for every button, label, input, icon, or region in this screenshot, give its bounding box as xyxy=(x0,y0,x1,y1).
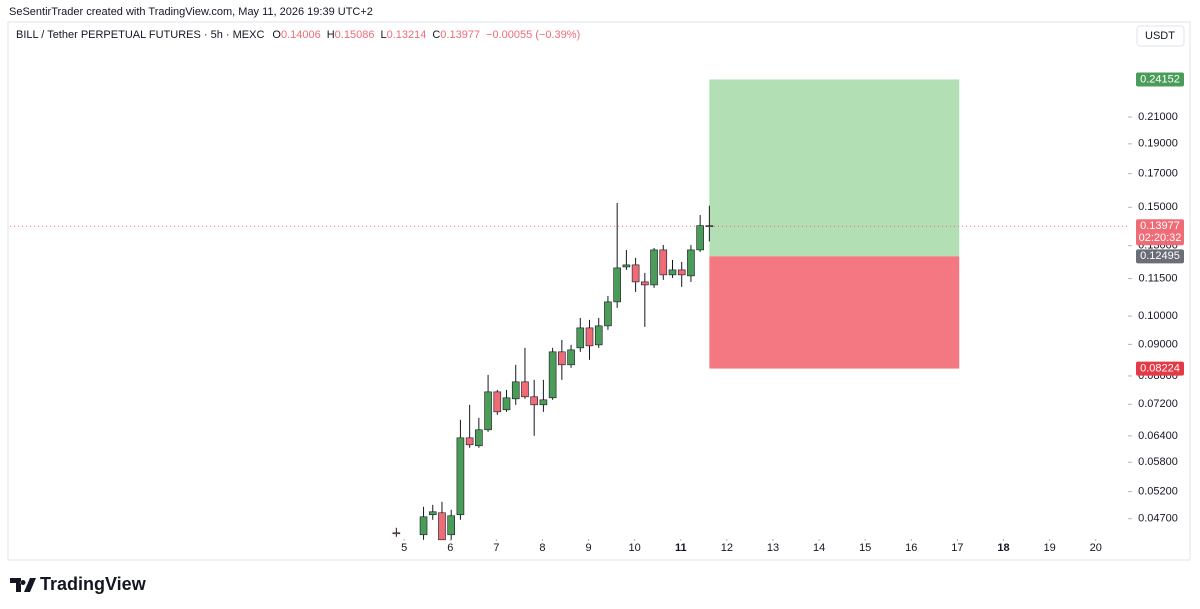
stop-label-box xyxy=(1136,361,1184,376)
candle-body xyxy=(641,281,649,286)
candle-body xyxy=(650,249,658,286)
legend-value: 0.13214 xyxy=(387,29,427,41)
currency: USDT xyxy=(1145,30,1175,42)
candle-body xyxy=(484,391,492,431)
entry-label: 0.12495 xyxy=(1140,250,1180,262)
y-tick-label: 0.15000 xyxy=(1138,201,1178,213)
x-tick-label: 9 xyxy=(586,542,592,554)
position-layer xyxy=(10,79,1128,369)
y-tick-label: 0.05200 xyxy=(1138,485,1178,497)
candle-body xyxy=(558,351,566,366)
y-tick-label: 0.05800 xyxy=(1138,456,1178,468)
x-tick-label: 13 xyxy=(767,542,779,554)
target-zone[interactable] xyxy=(709,79,960,257)
y-tick-label: 0.06400 xyxy=(1138,430,1178,442)
x-tick-label: 5 xyxy=(401,542,407,554)
legend[interactable]: BILL / Tether PERPETUAL FUTURES · 5h · M… xyxy=(16,29,580,41)
legend-value: 0.15086 xyxy=(335,29,375,41)
y-tick-label: 0.11500 xyxy=(1139,272,1178,284)
candle-body xyxy=(631,264,640,283)
x-tick-label: 10 xyxy=(629,542,641,554)
candle-body xyxy=(668,269,677,276)
x-tick-label: 18 xyxy=(997,542,1009,554)
currency-box[interactable] xyxy=(1136,25,1185,47)
candle-body xyxy=(696,225,704,251)
candle-body xyxy=(392,532,401,535)
x-tick-label: 7 xyxy=(493,542,499,554)
candle-body xyxy=(659,249,668,276)
candle-body xyxy=(475,429,483,447)
x-tick-label: 20 xyxy=(1090,542,1102,554)
legend-value: 0.14006 xyxy=(281,29,321,41)
stop-zone[interactable] xyxy=(709,256,960,369)
target-label: 0.24152 xyxy=(1140,73,1180,85)
candle-body xyxy=(594,325,603,346)
y-tick-label: 0.10000 xyxy=(1138,310,1178,322)
candle-body xyxy=(539,399,548,406)
x-tick-label: 16 xyxy=(905,542,917,554)
candle-body xyxy=(604,301,612,327)
legend-key: C xyxy=(432,29,440,41)
entry-label-box xyxy=(1136,249,1184,264)
candle-body xyxy=(622,264,631,268)
candle-body xyxy=(465,437,474,446)
candle-body xyxy=(567,349,575,366)
candle-body xyxy=(419,516,428,536)
candle-body xyxy=(456,437,465,516)
x-tick-label: 11 xyxy=(675,542,687,554)
x-tick-label: 12 xyxy=(721,542,733,554)
last-price-label-box xyxy=(1136,219,1184,246)
candle-body xyxy=(511,381,520,400)
legend-key: L xyxy=(380,29,386,41)
candle-body xyxy=(613,267,621,303)
candle-body xyxy=(576,327,585,349)
y-tick-label: 0.19000 xyxy=(1138,138,1178,150)
chart-title: SeSentirTrader created with TradingView.… xyxy=(9,6,373,18)
legend-change: −0.00055 (−0.39%) xyxy=(486,29,580,41)
x-tick-label: 14 xyxy=(813,542,825,554)
x-tick-label: 15 xyxy=(859,542,871,554)
candle-body xyxy=(705,225,714,227)
legend-key: H xyxy=(327,29,335,41)
candle-body xyxy=(548,351,557,399)
x-tick-label: 8 xyxy=(539,542,545,554)
x-tick-label: 6 xyxy=(447,542,453,554)
candle-body xyxy=(530,396,538,406)
candle-body xyxy=(502,397,511,411)
y-tick-label: 0.04700 xyxy=(1138,513,1178,525)
y-tick-label: 0.21000 xyxy=(1138,111,1178,123)
y-tick-label: 0.09000 xyxy=(1138,338,1178,350)
y-tick-label: 0.17000 xyxy=(1138,168,1178,180)
logo-text: TradingView xyxy=(40,574,147,594)
candle-body xyxy=(438,512,446,541)
x-tick-label: 17 xyxy=(951,542,963,554)
candle-layer xyxy=(392,202,714,541)
legend-value: 0.13977 xyxy=(440,29,480,41)
last-price-label: 0.13977 xyxy=(1140,220,1180,232)
axis-layer: 0.210000.190000.170000.150000.130000.115… xyxy=(401,72,1184,554)
candle-body xyxy=(428,511,437,516)
y-tick-label: 0.07200 xyxy=(1138,398,1178,410)
target-label-box xyxy=(1136,72,1184,87)
candle-body xyxy=(687,249,695,277)
candle-body xyxy=(677,269,686,276)
logo-icon xyxy=(10,578,36,592)
candle-body xyxy=(493,391,502,413)
chart-frame xyxy=(7,21,1191,561)
candle-body xyxy=(521,381,529,398)
symbol: BILL / Tether PERPETUAL FUTURES · 5h · M… xyxy=(16,29,264,41)
candle-body xyxy=(585,327,594,347)
stop-label: 0.08224 xyxy=(1140,362,1180,374)
legend-key: O xyxy=(272,29,281,41)
x-tick-label: 19 xyxy=(1043,542,1055,554)
candle-body xyxy=(447,515,455,536)
countdown: 02:20:32 xyxy=(1139,232,1182,244)
